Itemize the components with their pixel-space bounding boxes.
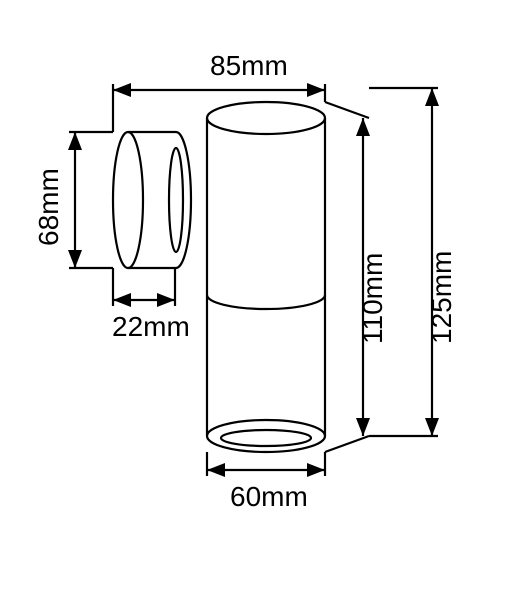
- wall-light-dimension-diagram: 85mm 68mm 22mm 110mm 125mm 60mm: [0, 0, 510, 600]
- bracket-ellipse: [169, 148, 183, 252]
- dimensions.width_top: 85mm: [210, 50, 288, 81]
- base-back-ellipse: [113, 132, 143, 268]
- dimensions.height_left: 68mm: [33, 168, 64, 246]
- dimensions.cylinder_height: 110mm: [357, 253, 388, 344]
- bracket-nut: [169, 172, 208, 228]
- dimensions.total_height: 125mm: [426, 251, 457, 344]
- : [325, 102, 369, 118]
- dimensions.depth_small: 22mm: [112, 311, 190, 342]
- dimensions.cylinder_diameter: 60mm: [230, 481, 308, 512]
- : [325, 436, 369, 452]
- cylinder-top: [207, 102, 325, 134]
- cylinder-bottom: [207, 420, 325, 452]
